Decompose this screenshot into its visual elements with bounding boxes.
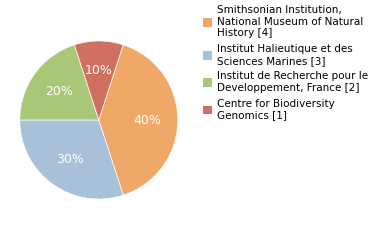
Legend: Smithsonian Institution,
National Museum of Natural
History [4], Institut Halieu: Smithsonian Institution, National Museum… bbox=[203, 5, 369, 120]
Text: 10%: 10% bbox=[85, 65, 113, 78]
Text: 30%: 30% bbox=[56, 153, 84, 166]
Wedge shape bbox=[20, 45, 99, 120]
Wedge shape bbox=[99, 45, 178, 195]
Wedge shape bbox=[20, 120, 123, 199]
Wedge shape bbox=[74, 41, 123, 120]
Text: 40%: 40% bbox=[134, 114, 162, 126]
Text: 20%: 20% bbox=[45, 85, 73, 98]
